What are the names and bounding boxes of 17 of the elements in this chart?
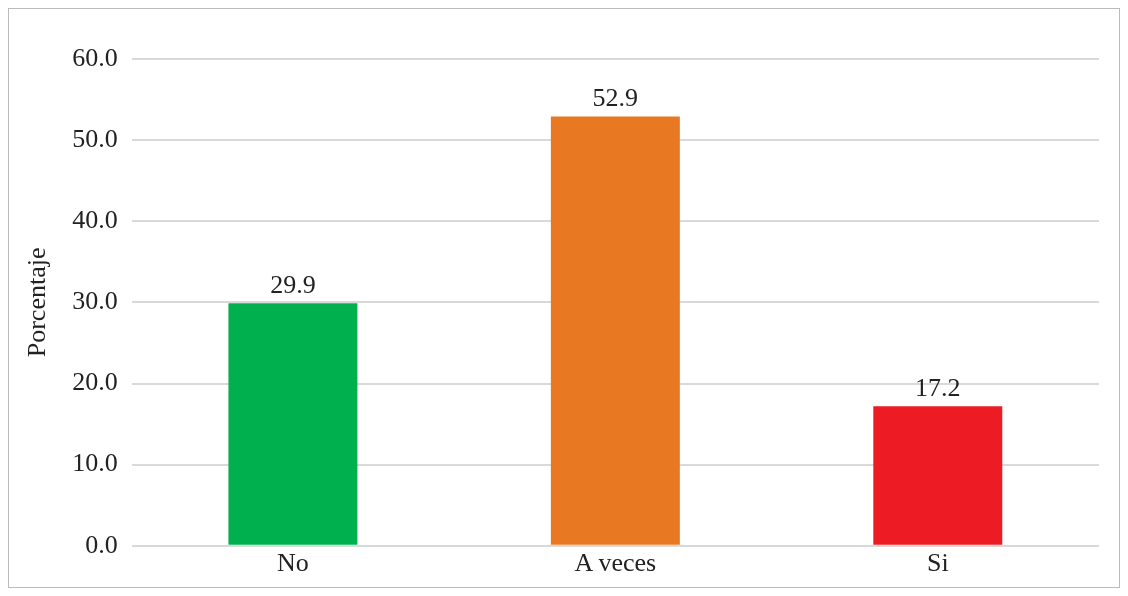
bar xyxy=(550,116,680,545)
bar xyxy=(873,406,1003,545)
y-axis-title: Porcentaje xyxy=(22,247,52,358)
y-tick-label: 10.0 xyxy=(72,448,118,478)
y-tick-label: 20.0 xyxy=(72,367,118,397)
data-label: 17.2 xyxy=(915,373,961,403)
y-tick-label: 30.0 xyxy=(72,286,118,316)
x-tick-label: A veces xyxy=(574,548,657,578)
bar xyxy=(228,303,358,545)
data-label: 52.9 xyxy=(592,83,639,113)
y-tick-label: 60.0 xyxy=(72,42,118,72)
x-tick-label: Si xyxy=(926,548,949,578)
y-tick-label: 0.0 xyxy=(85,529,118,559)
y-tick-label: 50.0 xyxy=(72,123,118,153)
y-tick-label: 40.0 xyxy=(72,205,118,235)
data-label: 29.9 xyxy=(270,270,316,300)
x-tick-label: No xyxy=(277,548,309,578)
